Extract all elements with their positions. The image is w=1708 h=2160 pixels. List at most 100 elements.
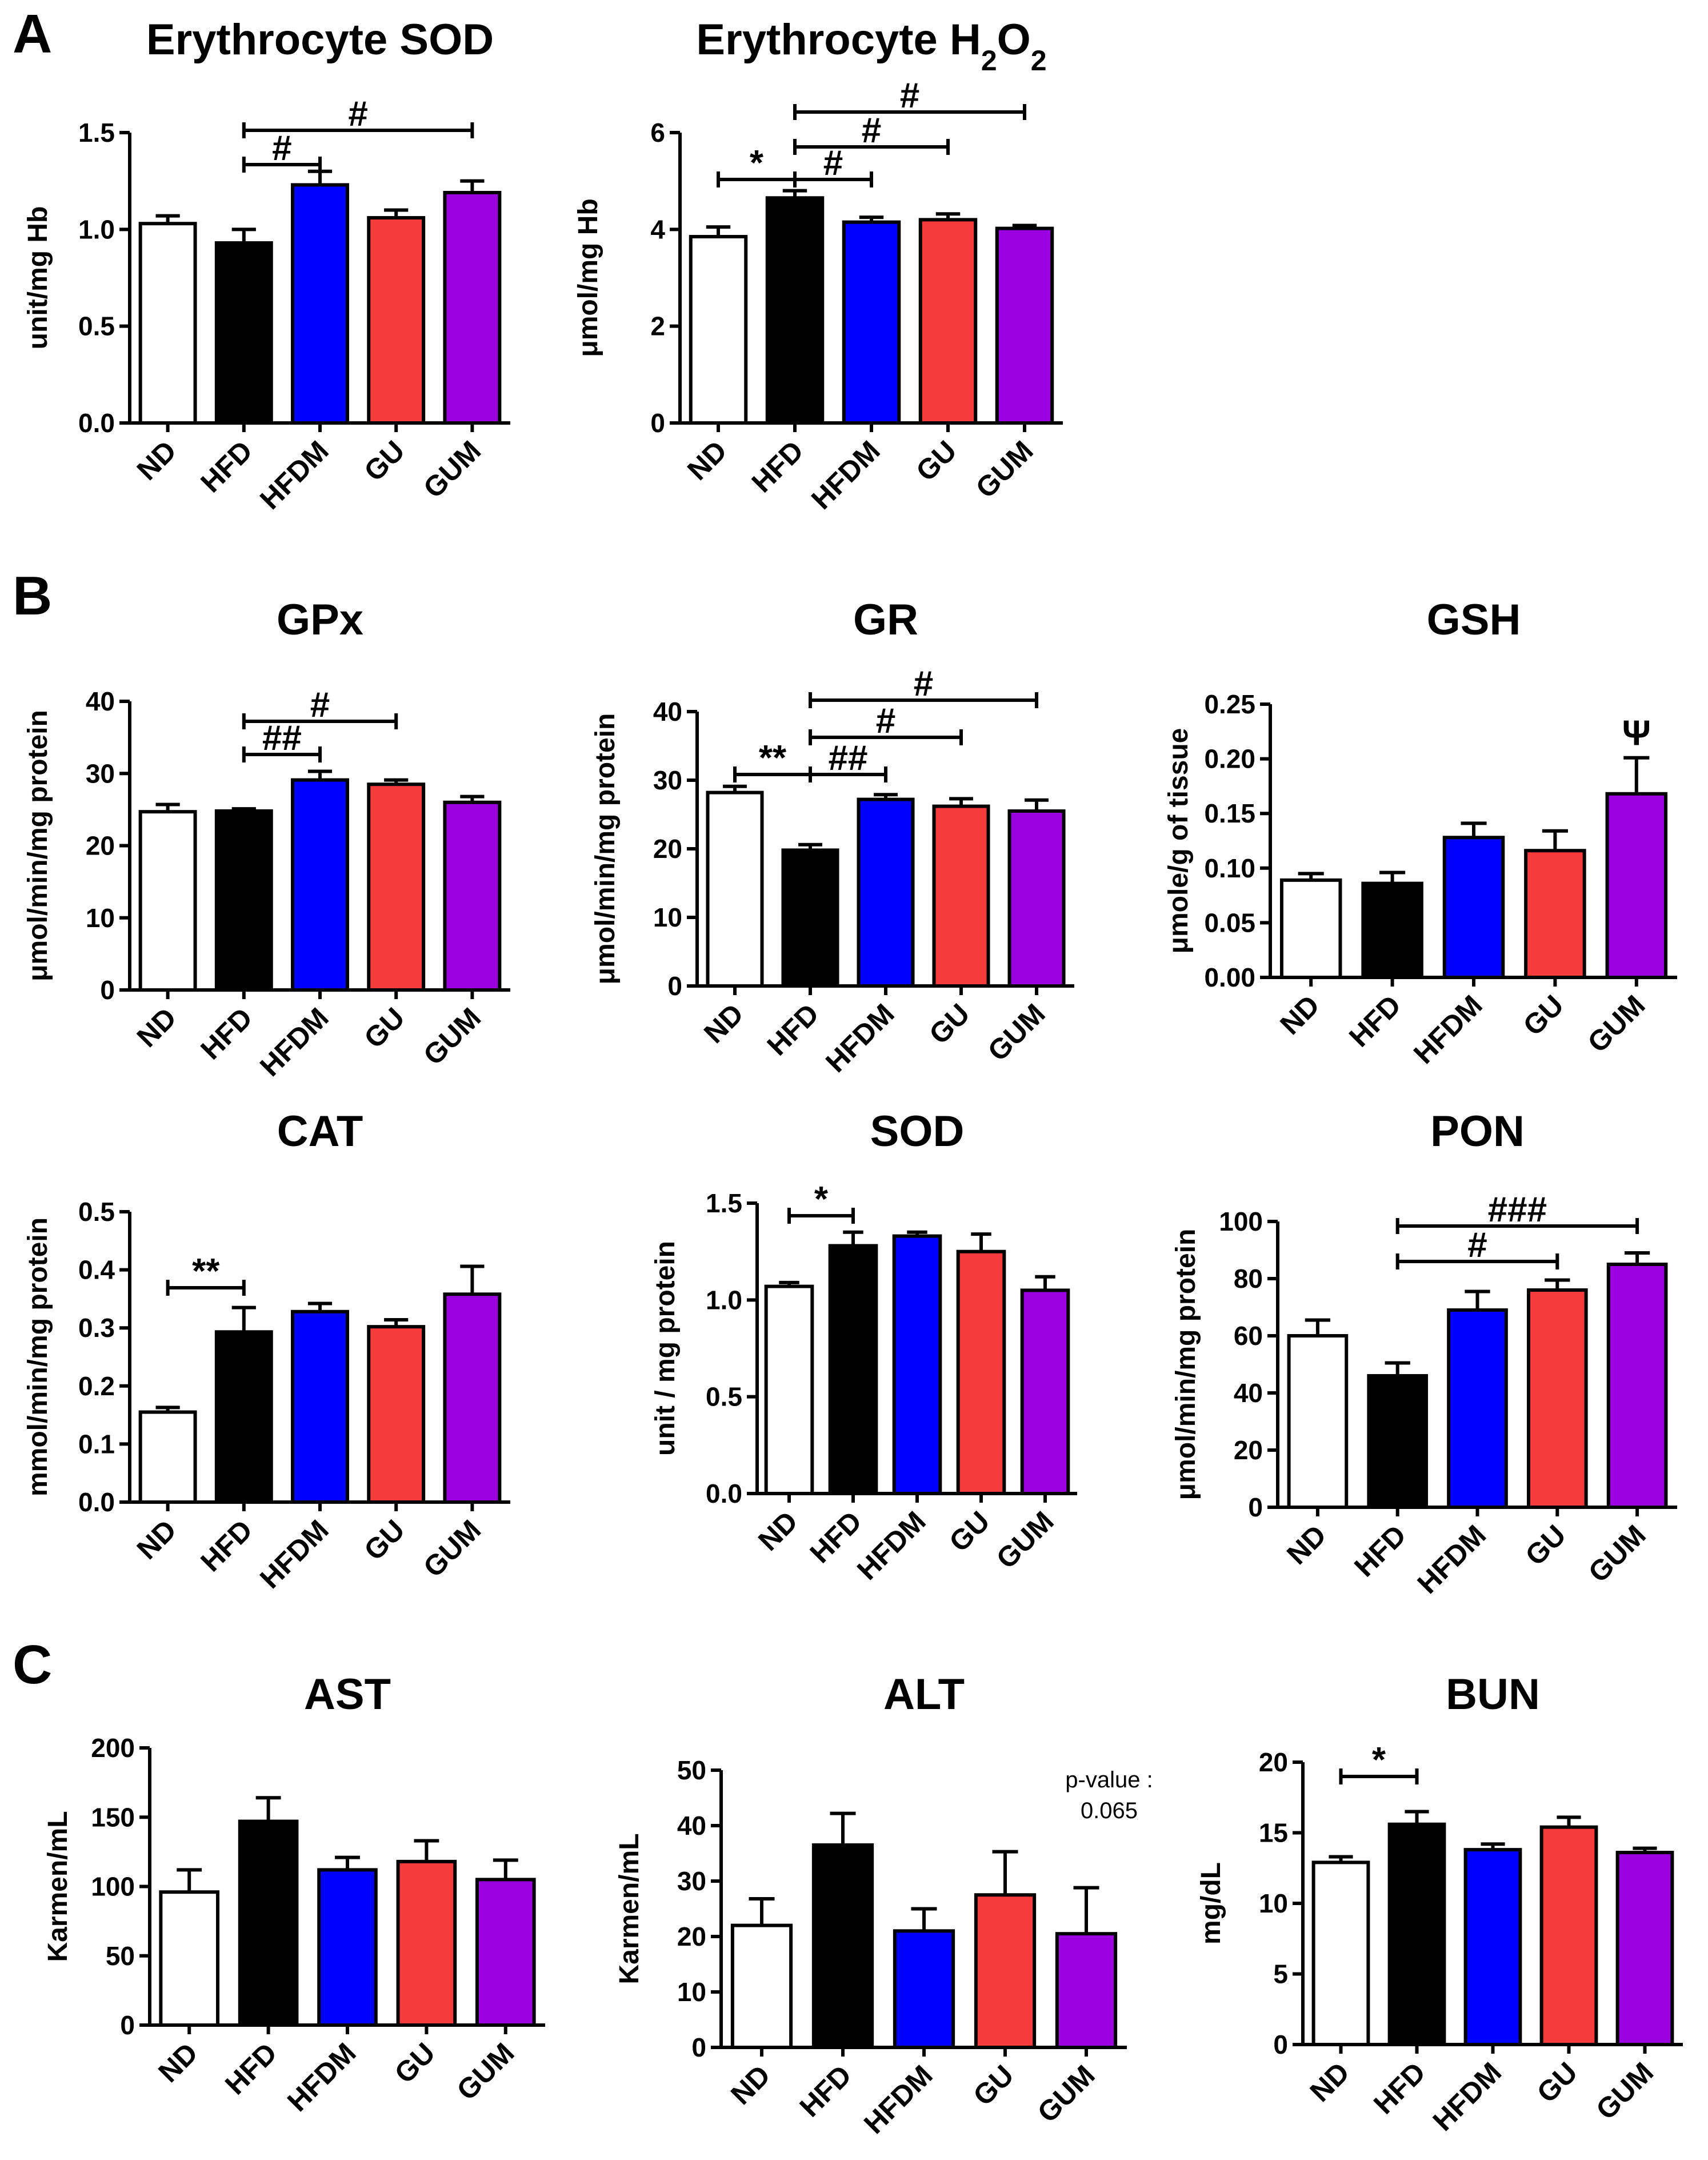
bar-hfdm: [857, 797, 915, 988]
bar-gu: [956, 1249, 1006, 1496]
chart-title: GSH: [1427, 596, 1521, 644]
y-axis-label: μmol/min/mg protein: [23, 710, 53, 981]
y-tick-label: 150: [91, 1802, 135, 1832]
x-tick-label-nd: ND: [1281, 1519, 1333, 1571]
y-tick-label: 100: [1219, 1207, 1263, 1236]
annotation-label: 0.065: [1081, 1798, 1138, 1823]
x-tick-label-hfdm: HFDM: [1427, 2056, 1508, 2137]
y-tick-label: 0.2: [78, 1371, 115, 1401]
bar-nd: [706, 790, 764, 988]
significance-label: *: [814, 1180, 829, 1219]
y-tick-label: 0.20: [1204, 744, 1255, 774]
x-tick-label-hfdm: HFDM: [819, 997, 901, 1079]
y-tick-label: 6: [650, 118, 665, 147]
significance-label: #: [1467, 1225, 1487, 1265]
x-tick-label-hfd: HFD: [194, 434, 258, 498]
significance-bracket: #: [809, 701, 963, 745]
y-tick-label: 40: [653, 697, 682, 726]
bar-nd: [689, 235, 748, 425]
bar-gum: [1605, 792, 1668, 980]
y-tick-label: 0.1: [78, 1429, 115, 1459]
x-tick-label-hfd: HFD: [219, 2037, 283, 2101]
significance-bracket: #: [809, 664, 1038, 708]
y-tick-label: 4: [650, 214, 665, 244]
chart-title: AST: [304, 1670, 391, 1719]
y-tick-label: 20: [86, 831, 115, 861]
x-tick-label-hfdm: HFDM: [254, 434, 335, 516]
significance-label: **: [192, 1252, 220, 1291]
x-tick-label-gu: GU: [1531, 2056, 1584, 2109]
x-tick-label-hfd: HFD: [1348, 1519, 1412, 1583]
significance-label: ###: [1488, 1190, 1547, 1229]
x-tick-label-hfdm: HFDM: [858, 2059, 939, 2140]
bar-gu: [918, 218, 978, 425]
chart-title: ALT: [883, 1670, 965, 1719]
x-tick-label-gu: GU: [1517, 989, 1570, 1042]
significance-bracket: **: [733, 738, 812, 782]
y-tick-label: 1.0: [706, 1285, 742, 1315]
significance-bracket: #: [1395, 1225, 1559, 1269]
x-tick-label-hfdm: HFDM: [281, 2037, 362, 2118]
chart-title: GR: [853, 596, 918, 644]
y-tick-label: 0.5: [706, 1382, 742, 1412]
x-tick-label-hfdm: HFDM: [1411, 1519, 1493, 1600]
x-tick-label-hfd: HFD: [194, 1514, 258, 1578]
y-tick-label: 0.0: [78, 1487, 115, 1517]
bar-nd: [159, 1890, 220, 2027]
x-tick-label-hfd: HFD: [194, 1001, 258, 1065]
bar-hfdm: [317, 1868, 378, 2027]
bar-nd: [1279, 878, 1342, 980]
bar-hfdm: [291, 183, 349, 425]
x-tick-label-nd: ND: [1274, 989, 1326, 1041]
y-tick-label: 0.5: [78, 1197, 115, 1227]
bar-hfd: [214, 241, 273, 425]
x-tick-label-gu: GU: [389, 2037, 442, 2090]
x-tick-label-gu: GU: [943, 1505, 996, 1558]
y-tick-label: 0.3: [78, 1313, 115, 1343]
y-axis-label: μmol/mg Hb: [573, 198, 603, 357]
significance-label: #: [272, 129, 291, 168]
chart-gsh: GSH μmole/g of tissue 0.00 0.05 0.10 0.15 0.20…: [1163, 596, 1677, 1070]
x-tick-label-hfdm: HFDM: [851, 1505, 932, 1586]
significance-label: ##: [262, 718, 302, 758]
x-tick-label-hfd: HFD: [1343, 989, 1407, 1053]
y-axis-label: μmol/min/mg protein: [1171, 1229, 1201, 1500]
y-tick-label: 10: [1259, 1888, 1288, 1918]
y-tick-label: 10: [86, 903, 115, 933]
x-tick-label-hfd: HFD: [794, 2059, 858, 2123]
bar-hfd: [214, 1330, 273, 1504]
bar-hfd: [1387, 1822, 1446, 2046]
bar-hfd: [765, 196, 825, 425]
bar-gum: [443, 1292, 502, 1504]
chart-title: SOD: [870, 1107, 965, 1156]
significance-label: #: [348, 94, 367, 134]
y-tick-label: 0.15: [1204, 798, 1255, 828]
x-tick-label-gum: GUM: [982, 997, 1051, 1067]
x-tick-label-gum: GUM: [1581, 989, 1651, 1059]
x-tick-label-gu: GU: [910, 434, 963, 488]
y-tick-label: 0: [691, 2033, 706, 2062]
y-tick-label: 20: [653, 834, 682, 864]
y-tick-label: 50: [106, 1941, 135, 1971]
y-tick-label: 2: [650, 312, 665, 341]
bar-gu: [396, 1859, 457, 2027]
y-tick-label: 0: [120, 2010, 135, 2040]
bar-hfd: [828, 1244, 878, 1495]
bar-hfd: [238, 1819, 299, 2027]
bar-nd: [138, 1410, 197, 1504]
y-tick-label: 0: [650, 408, 665, 438]
bar-gu: [974, 1893, 1037, 2049]
y-tick-label: 30: [86, 758, 115, 788]
y-tick-label: 0.10: [1204, 853, 1255, 883]
y-tick-label: 50: [677, 1755, 706, 1785]
section-label-a: A: [13, 3, 52, 65]
x-tick-label-nd: ND: [131, 1001, 183, 1053]
x-tick-label-gu: GU: [358, 434, 411, 488]
bar-hfdm: [892, 1234, 942, 1495]
significance-bracket: *: [1339, 1740, 1419, 1784]
significance-bracket: ##: [242, 718, 322, 762]
bar-hfdm: [1442, 836, 1505, 980]
